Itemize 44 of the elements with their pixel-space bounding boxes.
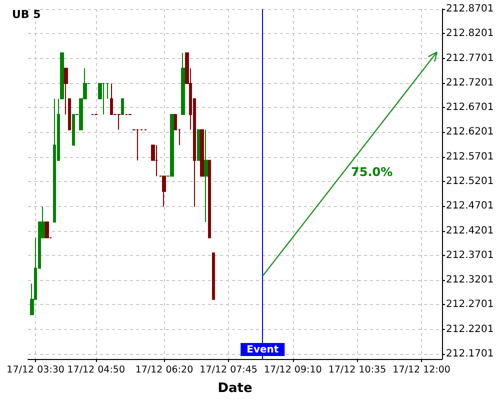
y-tick-label: 212.8701 <box>446 4 494 14</box>
x-tick-label: 17/12 12:00 <box>392 364 450 376</box>
y-tick-label: 212.4701 <box>446 200 494 212</box>
candlestick <box>45 221 49 238</box>
y-tick-label: 212.3201 <box>446 274 494 286</box>
y-tick-label: 212.7701 <box>446 52 494 64</box>
y-tick-label: 212.5201 <box>446 176 494 188</box>
candlestick <box>72 114 75 146</box>
candlestick <box>117 114 121 130</box>
candlestick <box>212 252 215 300</box>
candlestick <box>102 82 105 116</box>
candlestick <box>110 82 113 116</box>
candlestick <box>197 129 200 161</box>
candlestick <box>181 52 185 116</box>
candlestick <box>170 114 174 177</box>
chart-title: UB 5 <box>12 8 41 21</box>
candlestick <box>68 98 71 130</box>
y-tick-label: 212.5701 <box>446 151 494 162</box>
y-tick-label: 212.1701 <box>446 348 494 360</box>
candlestick <box>200 129 204 177</box>
x-tick-label: 17/12 07:45 <box>200 364 258 376</box>
y-tick-label: 212.2701 <box>446 299 494 310</box>
candlestick <box>64 68 68 116</box>
x-tick-label: 17/12 06:20 <box>135 364 194 376</box>
candlestick <box>155 144 158 177</box>
x-tick-label: 17/12 04:50 <box>67 364 126 376</box>
candlestick <box>53 98 56 222</box>
y-tick-label: 212.2201 <box>446 324 494 335</box>
ref-line-label: Event <box>246 344 279 356</box>
candlestick <box>162 176 166 208</box>
x-tick-label: 17/12 03:30 <box>6 364 64 376</box>
y-tick-label: 212.4201 <box>446 225 494 236</box>
annotation: 75.0% <box>350 165 393 180</box>
candlestick <box>208 160 211 238</box>
y-tick-label: 212.7201 <box>446 77 494 88</box>
y-tick-label: 212.6201 <box>446 126 494 138</box>
x-tick-label: 17/12 09:10 <box>264 364 322 376</box>
x-tick-label: 17/12 10:35 <box>328 364 386 376</box>
y-tick-label: 212.6701 <box>446 102 494 114</box>
candlestick <box>204 129 208 222</box>
candlestick <box>106 82 109 100</box>
y-tick-label: 212.3701 <box>446 250 494 261</box>
x-axis-title: Date <box>218 381 252 396</box>
y-tick-label: 212.8201 <box>446 28 494 40</box>
